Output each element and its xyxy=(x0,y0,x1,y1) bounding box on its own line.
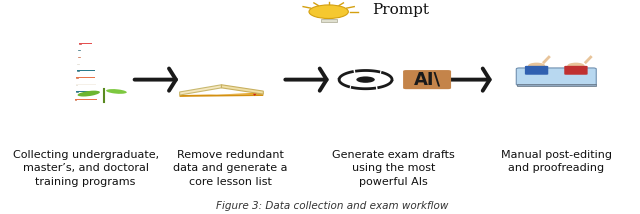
FancyBboxPatch shape xyxy=(79,50,93,51)
FancyBboxPatch shape xyxy=(79,43,92,44)
Circle shape xyxy=(356,76,375,83)
Polygon shape xyxy=(221,85,263,94)
Polygon shape xyxy=(180,85,221,95)
Polygon shape xyxy=(253,94,257,96)
Text: Collecting undergraduate,
master’s, and doctoral
training programs: Collecting undergraduate, master’s, and … xyxy=(13,150,159,187)
FancyBboxPatch shape xyxy=(564,66,588,75)
Text: Generate exam drafts
using the most
powerful AIs: Generate exam drafts using the most powe… xyxy=(332,150,454,187)
Text: Manual post-editing
and proofreading: Manual post-editing and proofreading xyxy=(500,150,612,173)
Circle shape xyxy=(309,5,348,18)
FancyBboxPatch shape xyxy=(77,70,95,71)
Text: Prompt: Prompt xyxy=(372,3,429,17)
Circle shape xyxy=(528,63,545,68)
Polygon shape xyxy=(180,94,263,97)
FancyBboxPatch shape xyxy=(517,84,596,86)
Polygon shape xyxy=(180,91,263,97)
FancyBboxPatch shape xyxy=(76,91,95,92)
Text: Remove redundant
data and generate a
core lesson list: Remove redundant data and generate a cor… xyxy=(173,150,287,187)
Text: Figure 3: Data collection and exam workflow: Figure 3: Data collection and exam workf… xyxy=(216,201,448,211)
FancyBboxPatch shape xyxy=(403,70,451,89)
Text: AI\: AI\ xyxy=(413,71,441,89)
FancyBboxPatch shape xyxy=(516,68,596,85)
Ellipse shape xyxy=(77,91,100,97)
FancyBboxPatch shape xyxy=(75,99,97,100)
Circle shape xyxy=(567,63,584,68)
FancyBboxPatch shape xyxy=(76,84,95,85)
Ellipse shape xyxy=(106,89,127,94)
FancyBboxPatch shape xyxy=(76,77,95,78)
FancyBboxPatch shape xyxy=(525,66,548,75)
FancyBboxPatch shape xyxy=(321,19,337,22)
